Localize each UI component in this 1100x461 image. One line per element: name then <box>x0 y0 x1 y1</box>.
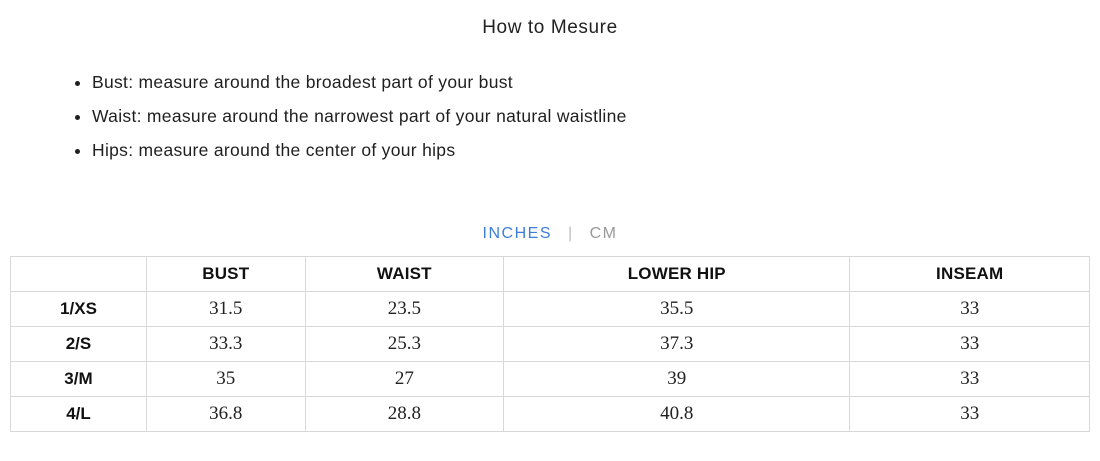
lower-hip-value: 40.8 <box>503 396 851 432</box>
bust-value: 35 <box>145 361 306 397</box>
table-header-row: BUST WAIST LOWER HIP INSEAM <box>10 256 1090 292</box>
waist-value: 28.8 <box>304 396 505 432</box>
unit-inches-button[interactable]: INCHES <box>482 225 552 242</box>
table-row: 4/L 36.8 28.8 40.8 33 <box>10 396 1090 432</box>
waist-value: 27 <box>304 361 505 397</box>
size-label: 3/M <box>10 361 147 397</box>
size-label: 1/XS <box>10 291 147 327</box>
size-label: 2/S <box>10 326 147 362</box>
lower-hip-value: 37.3 <box>503 326 851 362</box>
header-lower-hip: LOWER HIP <box>503 256 851 292</box>
table-row: 2/S 33.3 25.3 37.3 33 <box>10 326 1090 362</box>
instruction-bust: Bust: measure around the broadest part o… <box>92 71 1100 94</box>
header-size <box>10 256 147 292</box>
unit-separator: | <box>567 225 574 242</box>
inseam-value: 33 <box>849 396 1090 432</box>
header-waist: WAIST <box>304 256 505 292</box>
size-label: 4/L <box>10 396 147 432</box>
bust-value: 31.5 <box>145 291 306 327</box>
table-row: 3/M 35 27 39 33 <box>10 361 1090 397</box>
inseam-value: 33 <box>849 361 1090 397</box>
unit-cm-button[interactable]: CM <box>589 225 618 242</box>
size-chart-table: BUST WAIST LOWER HIP INSEAM 1/XS 31.5 23… <box>10 256 1090 432</box>
inseam-value: 33 <box>849 291 1090 327</box>
instruction-hips: Hips: measure around the center of your … <box>92 139 1100 162</box>
header-inseam: INSEAM <box>849 256 1090 292</box>
table-row: 1/XS 31.5 23.5 35.5 33 <box>10 291 1090 327</box>
waist-value: 25.3 <box>304 326 505 362</box>
header-bust: BUST <box>145 256 306 292</box>
inseam-value: 33 <box>849 326 1090 362</box>
page-title: How to Mesure <box>482 17 618 38</box>
bust-value: 36.8 <box>145 396 306 432</box>
waist-value: 23.5 <box>304 291 505 327</box>
instruction-waist: Waist: measure around the narrowest part… <box>92 105 1100 128</box>
bust-value: 33.3 <box>145 326 306 362</box>
lower-hip-value: 39 <box>503 361 851 397</box>
measurement-instructions-list: Bust: measure around the broadest part o… <box>0 71 1100 162</box>
unit-toggle: INCHES | CM <box>0 225 1100 243</box>
lower-hip-value: 35.5 <box>503 291 851 327</box>
